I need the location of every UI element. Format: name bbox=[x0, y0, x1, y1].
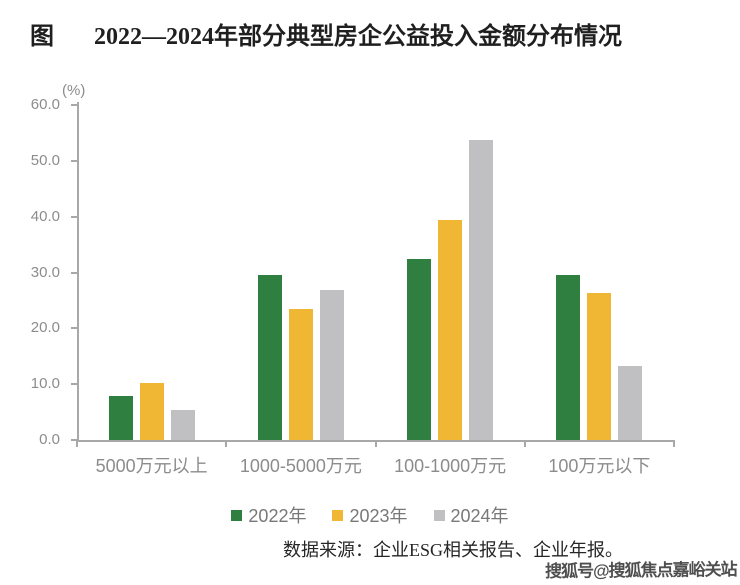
y-tick-label: 0.0 bbox=[39, 431, 60, 448]
legend-item-2: 2024年 bbox=[433, 502, 509, 528]
chart-title-prefix: 图 bbox=[30, 24, 54, 50]
bar-series0-cat3 bbox=[556, 275, 581, 440]
x-tick-mark bbox=[523, 441, 526, 447]
x-tick-mark bbox=[225, 441, 228, 447]
chart-title: 图 2022—2024年部分典型房企公益投入金额分布情况 bbox=[30, 16, 622, 51]
y-tick-label: 30.0 bbox=[30, 263, 60, 281]
y-tick-mark bbox=[71, 327, 77, 330]
y-tick-mark bbox=[71, 383, 77, 386]
x-axis-category-labels: 5000万元以上 1000-5000万元 100-1000万元 100万元以下 bbox=[77, 452, 674, 478]
bar-series2-cat0 bbox=[170, 410, 195, 440]
y-tick-label: 60.0 bbox=[30, 96, 60, 113]
y-tick-label: 40.0 bbox=[30, 207, 60, 225]
category-label-0: 5000万元以上 bbox=[95, 456, 208, 476]
x-tick-mark bbox=[76, 441, 78, 447]
legend-item-1: 2023年 bbox=[332, 502, 408, 528]
bar-series2-cat2 bbox=[469, 139, 494, 440]
bar-series2-cat1 bbox=[319, 289, 344, 440]
x-tick-mark bbox=[673, 441, 675, 447]
bar-group-2 bbox=[376, 105, 525, 440]
bar-series2-cat3 bbox=[618, 365, 643, 440]
bar-group-3 bbox=[525, 105, 674, 440]
y-tick-mark bbox=[71, 439, 77, 441]
y-tick-mark bbox=[71, 215, 77, 218]
bar-group-0 bbox=[77, 105, 226, 440]
legend-label: 2023年 bbox=[349, 506, 408, 526]
y-axis-line bbox=[77, 102, 79, 441]
bar-series0-cat1 bbox=[257, 275, 282, 440]
category-label-3: 100万元以下 bbox=[548, 456, 651, 476]
y-axis-unit-label: (%) bbox=[62, 82, 86, 99]
chart-title-text: 2022—2024年部分典型房企公益投入金额分布情况 bbox=[94, 24, 622, 50]
y-tick-mark bbox=[71, 159, 77, 162]
y-tick-label: 50.0 bbox=[30, 151, 60, 169]
y-tick-label: 10.0 bbox=[30, 375, 60, 393]
bar-group-1 bbox=[226, 105, 375, 440]
bar-series1-cat3 bbox=[587, 293, 612, 440]
y-tick-mark bbox=[71, 271, 77, 274]
y-tick-mark bbox=[71, 104, 77, 106]
bar-series0-cat2 bbox=[407, 259, 432, 440]
legend-label: 2024年 bbox=[450, 506, 509, 526]
legend-item-0: 2022年 bbox=[231, 502, 306, 528]
bar-series1-cat1 bbox=[288, 308, 313, 440]
x-tick-mark bbox=[374, 441, 377, 447]
category-label-2: 100-1000万元 bbox=[394, 456, 507, 476]
legend: 2022年 2023年 2024年 bbox=[0, 502, 740, 528]
watermark: 搜狐号@搜狐焦点嘉峪关站 bbox=[544, 559, 737, 582]
bar-series1-cat0 bbox=[139, 382, 164, 440]
bar-series1-cat2 bbox=[438, 220, 463, 440]
legend-swatch-icon bbox=[433, 509, 445, 521]
legend-swatch-icon bbox=[332, 509, 344, 521]
plot-area bbox=[77, 105, 674, 440]
category-label-1: 1000-5000万元 bbox=[239, 456, 362, 476]
legend-label: 2022年 bbox=[248, 506, 307, 526]
bar-series0-cat0 bbox=[108, 395, 133, 440]
legend-swatch-icon bbox=[231, 509, 243, 521]
y-tick-label: 20.0 bbox=[30, 319, 60, 337]
source-note: 数据来源：企业ESG相关报告、企业年报。 bbox=[283, 540, 624, 560]
